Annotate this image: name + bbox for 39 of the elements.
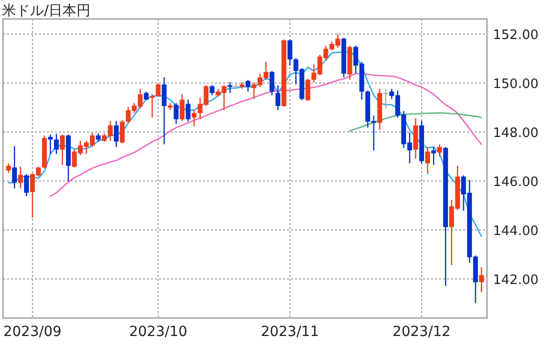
x-tick-label: 2023/12 — [392, 324, 451, 340]
x-tick-label: 2023/10 — [129, 324, 188, 340]
candlestick — [305, 78, 310, 102]
candlestick — [288, 38, 292, 66]
candlestick — [24, 174, 29, 197]
x-tick-label: 2023/11 — [260, 324, 319, 340]
candlestick — [60, 134, 65, 166]
candlestick — [431, 146, 436, 166]
line-series — [50, 73, 482, 197]
candlestick — [18, 166, 23, 189]
y-tick-label: 148.00 — [493, 126, 538, 141]
candlestick — [114, 120, 119, 148]
candlestick — [6, 162, 11, 174]
candlestick — [120, 120, 125, 144]
candlestick — [437, 144, 442, 158]
candlestick — [54, 133, 59, 155]
candlestick — [156, 82, 161, 98]
y-tick-label: 152.00 — [493, 28, 538, 43]
candlestick — [12, 146, 17, 189]
candlestick — [180, 94, 185, 122]
candlestick — [246, 79, 250, 92]
y-tick-label: 150.00 — [493, 76, 538, 92]
candlestick — [383, 88, 388, 110]
y-tick-label: 146.00 — [493, 175, 538, 190]
candlestick — [210, 84, 214, 96]
candlestick — [228, 82, 232, 94]
candlestick — [174, 102, 179, 124]
candlestick — [48, 134, 53, 155]
y-tick-label: 142.00 — [493, 273, 538, 288]
candlestick — [162, 76, 167, 145]
candlestick — [192, 110, 197, 127]
x-tick-label: 2023/09 — [3, 324, 62, 340]
chart-title: 米ドル/日本円 — [2, 3, 91, 19]
candlestick — [479, 266, 484, 293]
candlestick — [186, 99, 191, 122]
y-tick-label: 144.00 — [493, 224, 538, 240]
candlestick — [270, 70, 274, 96]
candlestick — [425, 146, 430, 175]
candlestick — [276, 84, 280, 111]
